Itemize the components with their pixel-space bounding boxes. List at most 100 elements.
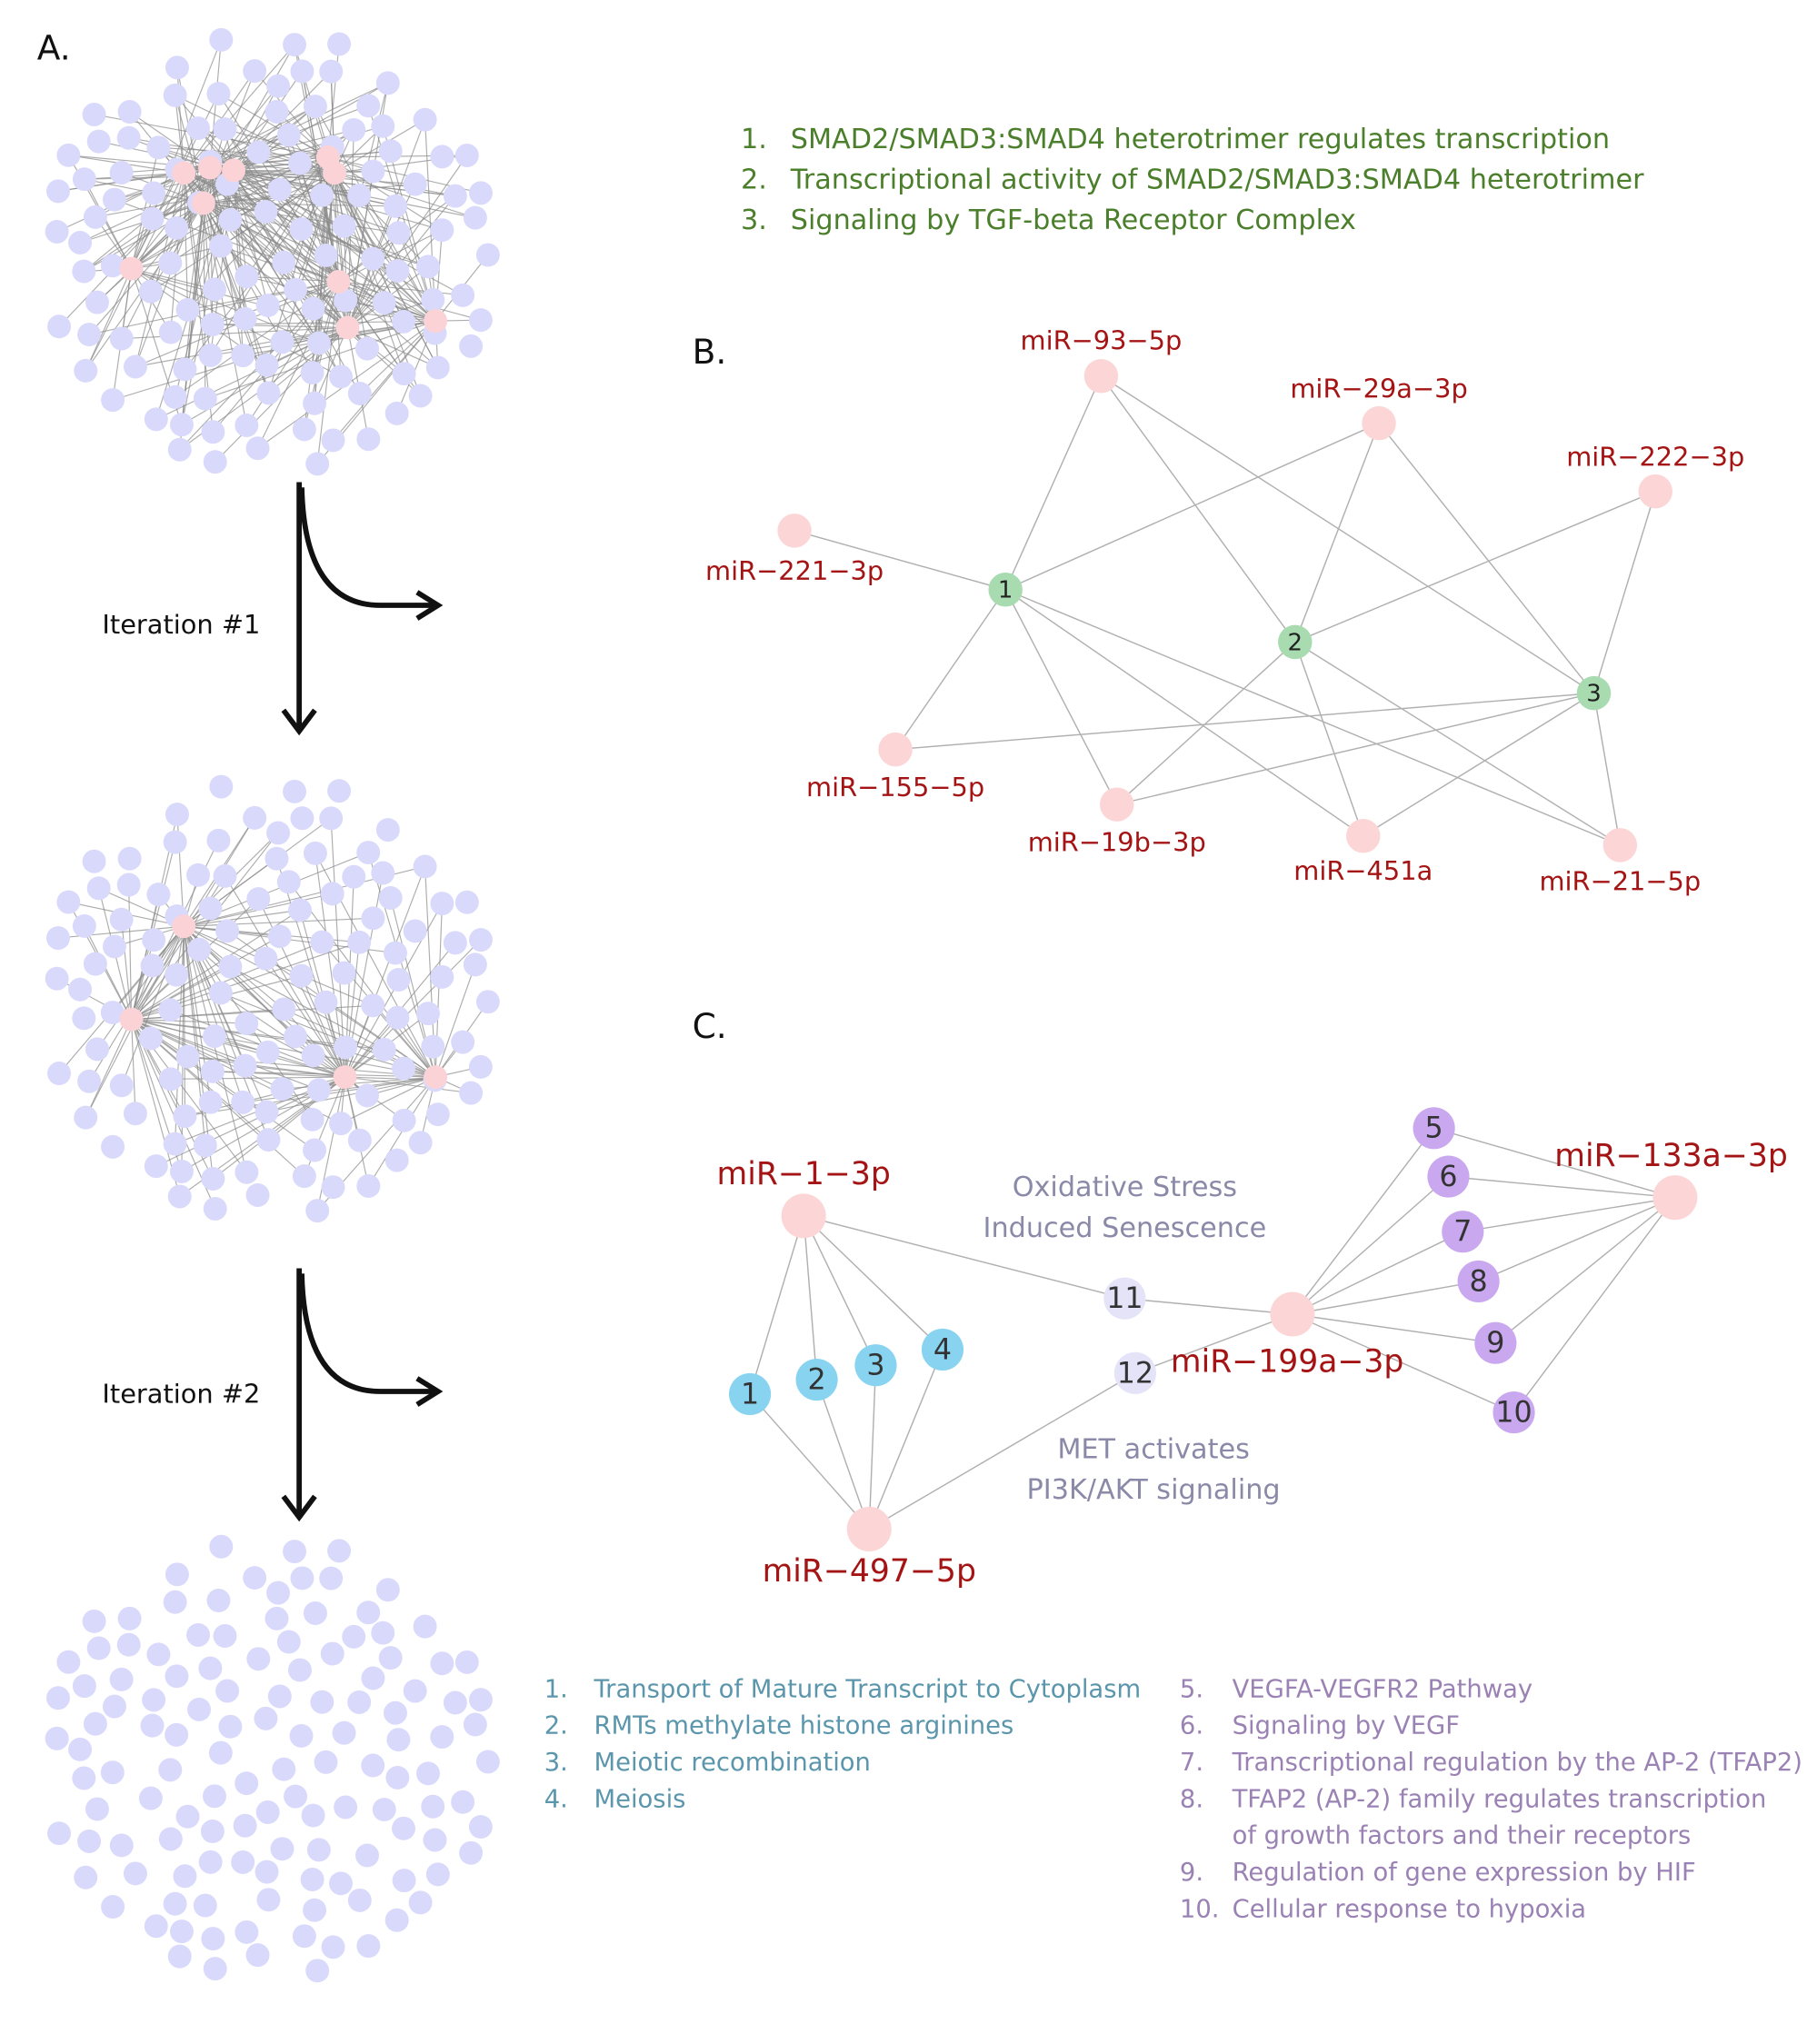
node xyxy=(270,1077,295,1102)
node xyxy=(310,183,334,207)
edge xyxy=(230,219,436,322)
edge xyxy=(1004,589,1621,846)
node xyxy=(451,283,475,307)
edge xyxy=(131,1019,268,1053)
edge xyxy=(288,135,436,322)
node xyxy=(158,251,183,275)
node xyxy=(415,1002,440,1026)
node xyxy=(292,1924,316,1949)
node xyxy=(165,1664,189,1689)
node xyxy=(355,1083,379,1108)
mirna-label: miR−155−5p xyxy=(806,772,984,803)
edge xyxy=(895,692,1594,751)
edge xyxy=(815,1379,870,1530)
node xyxy=(117,846,142,871)
node xyxy=(233,1053,257,1078)
node xyxy=(375,818,400,843)
node xyxy=(193,1133,217,1158)
pathway-number: 4. xyxy=(544,1785,568,1813)
node xyxy=(163,83,187,107)
node xyxy=(423,1828,447,1852)
node xyxy=(209,27,234,52)
mirna-label: miR−29a−3p xyxy=(1290,374,1467,404)
node xyxy=(100,1760,125,1785)
pathway-number: 6. xyxy=(1180,1712,1203,1740)
node xyxy=(83,952,107,976)
node xyxy=(266,74,290,98)
pathway-number: 2. xyxy=(544,1712,568,1740)
node xyxy=(283,1540,306,1564)
node xyxy=(408,1890,433,1915)
network xyxy=(45,774,500,1223)
node xyxy=(415,1761,440,1786)
node xyxy=(430,964,454,989)
node xyxy=(213,117,237,142)
node xyxy=(206,828,231,852)
node xyxy=(392,1869,416,1893)
edge xyxy=(749,1393,870,1530)
edge xyxy=(794,530,1006,591)
node xyxy=(163,1590,187,1614)
node xyxy=(201,1167,225,1191)
edge xyxy=(203,203,268,365)
node xyxy=(392,362,416,386)
node xyxy=(378,1646,403,1670)
node xyxy=(463,1712,487,1737)
node xyxy=(356,94,381,118)
node xyxy=(332,214,356,238)
edge xyxy=(1592,693,1622,845)
node xyxy=(347,1888,372,1912)
edge xyxy=(220,992,345,1078)
node xyxy=(193,1893,217,1918)
node xyxy=(290,1566,314,1590)
edge xyxy=(205,320,436,400)
node xyxy=(276,870,301,894)
node xyxy=(100,1001,125,1025)
edge xyxy=(288,882,436,1078)
edge xyxy=(346,119,426,328)
edge xyxy=(344,1017,398,1078)
arrow xyxy=(299,487,438,608)
node xyxy=(233,306,257,331)
node xyxy=(213,1624,237,1649)
node xyxy=(468,1054,493,1079)
node xyxy=(319,59,344,84)
pathway-name: Cellular response to hypoxia xyxy=(1233,1895,1587,1923)
edge xyxy=(203,194,323,204)
node xyxy=(208,1740,233,1765)
node xyxy=(372,1037,396,1062)
node xyxy=(109,907,134,932)
node xyxy=(301,296,325,321)
edge xyxy=(131,1019,216,1210)
node xyxy=(47,1062,72,1086)
node xyxy=(213,863,237,888)
node xyxy=(245,1943,270,1968)
hub-node xyxy=(172,914,196,939)
edge xyxy=(233,169,360,196)
edge xyxy=(372,258,436,322)
node xyxy=(430,1725,454,1750)
pathway-name: Transcriptional regulation by the AP-2 (… xyxy=(1232,1749,1802,1777)
node xyxy=(74,1105,98,1130)
edge xyxy=(85,268,133,372)
node xyxy=(306,1838,331,1862)
edge xyxy=(95,172,335,218)
hub-node xyxy=(119,256,144,281)
pathway-node-label: 7 xyxy=(1453,1216,1472,1249)
network-c: 1 2 3 456789101112miR−1−3pmiR−133a−3pmiR−19… xyxy=(717,1107,1788,1590)
node xyxy=(320,882,344,906)
node xyxy=(45,219,69,244)
mirna-node xyxy=(781,1193,826,1239)
pathway-node-label: 10 xyxy=(1495,1397,1532,1430)
node xyxy=(138,279,163,304)
node xyxy=(327,779,352,803)
node xyxy=(468,181,493,205)
node xyxy=(290,59,314,84)
node xyxy=(403,172,427,196)
edge xyxy=(327,156,443,231)
node xyxy=(231,1090,255,1114)
node xyxy=(101,1895,125,1919)
node xyxy=(347,1128,372,1152)
node xyxy=(289,963,314,988)
node xyxy=(475,243,500,267)
